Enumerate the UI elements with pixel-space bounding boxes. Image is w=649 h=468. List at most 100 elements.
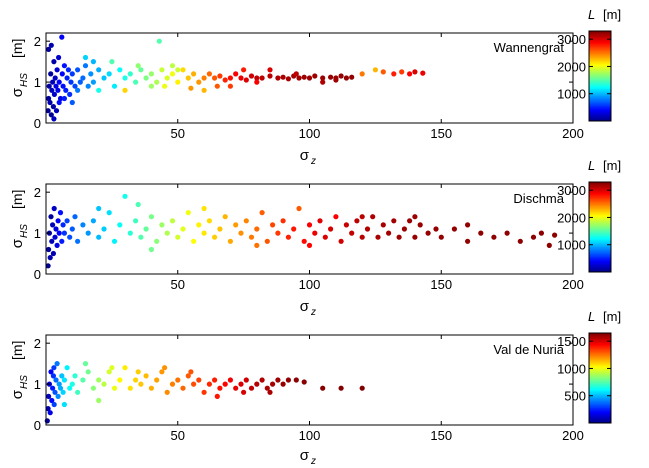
y-tick-label: 2 xyxy=(34,336,41,351)
colorbar-segment xyxy=(589,215,611,218)
colorbar-segment xyxy=(589,420,611,422)
data-point xyxy=(267,389,273,395)
colorbar-segment xyxy=(589,212,611,215)
x-axis-label: σ z xyxy=(300,298,316,318)
colorbar-segment xyxy=(589,356,611,359)
data-point xyxy=(53,226,59,232)
colorbar-segment xyxy=(589,94,611,97)
data-point xyxy=(322,234,328,240)
data-point xyxy=(56,230,62,236)
data-point xyxy=(51,205,57,212)
data-point xyxy=(227,75,233,81)
colorbar-segment xyxy=(589,108,611,111)
data-point xyxy=(65,67,71,73)
colorbar-segment xyxy=(589,342,611,345)
colorbar-segment xyxy=(589,386,611,389)
colorbar-segment xyxy=(589,61,611,64)
data-point xyxy=(85,230,91,236)
data-point xyxy=(52,234,58,240)
data-point xyxy=(52,389,58,395)
colorbar-segment xyxy=(589,401,611,404)
colorbar-segment xyxy=(589,380,611,383)
data-point xyxy=(69,226,75,232)
data-point xyxy=(206,218,212,224)
colorbar-segment xyxy=(589,333,611,335)
data-point xyxy=(154,79,160,85)
colorbar-segment xyxy=(589,362,611,365)
colorbar-segment xyxy=(589,66,611,68)
data-point xyxy=(46,46,52,53)
data-point xyxy=(46,95,52,102)
colorbar-segment xyxy=(589,92,611,95)
data-point xyxy=(148,83,154,89)
data-point xyxy=(60,83,66,89)
data-point xyxy=(301,379,307,385)
colorbar-segment xyxy=(589,358,611,361)
data-point xyxy=(222,214,228,220)
data-point xyxy=(185,75,191,81)
data-point xyxy=(75,238,81,244)
colorbar-segment xyxy=(589,399,611,401)
y-axis: 0 1 2 xyxy=(34,336,573,433)
colorbar-segment xyxy=(589,119,611,122)
data-point xyxy=(364,226,371,232)
colorbar-segment xyxy=(589,104,611,106)
data-point xyxy=(391,218,397,224)
data-point xyxy=(51,91,58,97)
svg-text:σ: σ xyxy=(9,238,26,248)
colorbar-segment xyxy=(589,403,611,406)
svg-text:σ: σ xyxy=(300,298,310,315)
data-point xyxy=(45,108,51,114)
colorbar-segment xyxy=(589,236,611,239)
data-point xyxy=(148,71,154,77)
data-point xyxy=(214,393,220,399)
data-point xyxy=(169,381,176,387)
data-point xyxy=(50,104,57,110)
data-point xyxy=(127,385,133,391)
colorbar-segment xyxy=(589,198,611,201)
colorbar-segment xyxy=(589,372,611,375)
colorbar-tick-label: 500 xyxy=(564,389,586,404)
data-point xyxy=(117,222,123,228)
colorbar-segment xyxy=(589,74,611,77)
data-point xyxy=(359,71,365,77)
data-point xyxy=(122,193,128,199)
data-point xyxy=(64,365,70,371)
x-tick-label: 50 xyxy=(171,277,185,292)
colorbar-segment xyxy=(589,186,611,189)
data-point xyxy=(90,218,96,224)
data-point xyxy=(138,67,144,73)
data-point xyxy=(201,205,207,212)
data-point xyxy=(61,401,67,408)
data-point xyxy=(212,377,218,383)
scatter-points xyxy=(45,34,426,122)
colorbar-segment xyxy=(589,214,611,217)
data-point xyxy=(111,238,118,244)
colorbar-segment xyxy=(589,361,611,363)
data-point xyxy=(546,242,552,248)
colorbar-segment xyxy=(589,224,611,226)
colorbar-segment xyxy=(589,253,611,256)
data-point xyxy=(401,226,407,232)
data-point xyxy=(50,79,56,85)
data-point xyxy=(438,234,444,240)
data-point xyxy=(127,230,133,236)
data-point xyxy=(50,222,56,228)
colorbar-segment xyxy=(589,235,611,238)
y-tick-label: 1 xyxy=(34,377,41,392)
data-point xyxy=(233,222,239,228)
x-tick-label: 200 xyxy=(562,126,584,141)
colorbar-segment xyxy=(589,410,611,413)
data-point xyxy=(254,75,260,81)
x-tick-label: 100 xyxy=(299,428,321,443)
data-point xyxy=(201,75,207,81)
data-point xyxy=(159,67,165,73)
data-point xyxy=(138,381,144,387)
data-point xyxy=(301,238,307,244)
colorbar-segment xyxy=(589,105,611,108)
colorbar-segment xyxy=(589,36,611,39)
data-point xyxy=(301,74,307,80)
colorbar-segment xyxy=(589,83,611,85)
colorbar-segment xyxy=(589,201,611,204)
svg-text:[m]: [m] xyxy=(9,190,25,209)
